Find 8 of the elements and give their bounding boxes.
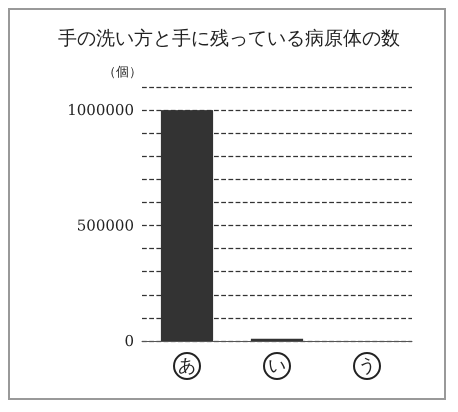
y-tick-label: 500000 (76, 216, 134, 235)
chart-title: 手の洗い方と手に残っている病原体の数 (58, 28, 400, 50)
y-tick-label: 0 (124, 332, 134, 350)
x-tick-label: い (268, 356, 286, 376)
x-tick-label: う (358, 356, 376, 376)
y-axis-title: （個） (103, 65, 142, 80)
y-tick-label: 1000000 (67, 101, 134, 120)
x-tick-label: あ (178, 356, 196, 376)
